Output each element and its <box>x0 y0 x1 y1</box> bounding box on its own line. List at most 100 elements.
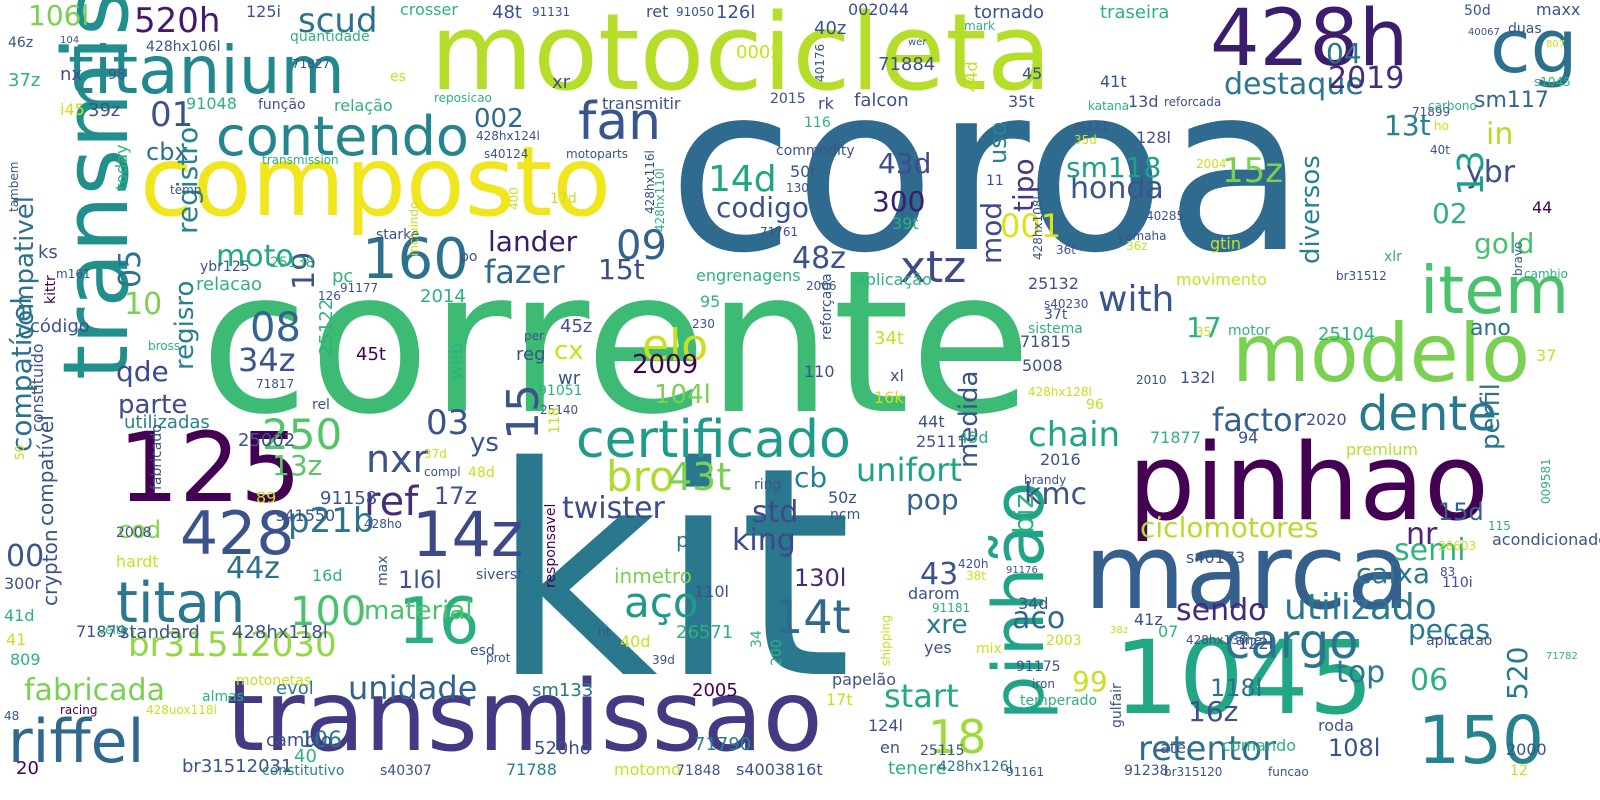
word: quantidade <box>290 29 370 45</box>
word: 2020 <box>1306 410 1347 429</box>
word: 428hx118l <box>232 622 328 643</box>
word: qde <box>116 355 169 388</box>
word: relação <box>334 96 393 115</box>
word: 26571 <box>676 622 734 643</box>
word: constituido <box>28 343 47 432</box>
word: cargo <box>1224 614 1359 670</box>
word: 39d <box>652 653 675 667</box>
word: 35 <box>1196 325 1212 339</box>
word: ht <box>598 625 611 639</box>
word: relacao <box>196 274 263 295</box>
word: fazer <box>484 253 565 291</box>
word: 91238 <box>1124 763 1169 779</box>
word: 160 <box>362 227 469 292</box>
word: 91048 <box>186 94 237 113</box>
word: 428 <box>180 499 295 569</box>
word: br31512030 <box>128 625 337 665</box>
word: xr <box>552 72 571 93</box>
word: duas <box>1508 21 1542 37</box>
word: shipping <box>879 615 893 666</box>
word: ref <box>364 479 419 525</box>
word: 110 <box>804 362 835 381</box>
word: 16 <box>398 585 480 659</box>
word: 0005 <box>736 42 782 63</box>
word: ho <box>1434 119 1449 133</box>
word: 2015 <box>770 91 806 107</box>
word: 2016 <box>1040 450 1081 469</box>
word: 91051 <box>538 383 583 399</box>
word: 125 <box>118 412 302 524</box>
word: tornado <box>974 2 1045 23</box>
word: 39t <box>892 214 919 233</box>
word: racing <box>60 703 98 717</box>
word: 98 <box>108 67 126 83</box>
word: incluindo <box>407 201 421 256</box>
word: ybr125 <box>200 259 250 275</box>
word: 16k <box>874 388 904 407</box>
word: elo <box>642 320 709 371</box>
word: 48z <box>792 241 846 276</box>
word: ret <box>646 2 669 21</box>
word: 2004 <box>1196 157 1227 171</box>
word: 2010 <box>1136 373 1167 387</box>
word: po <box>460 249 478 265</box>
word: 428hx126l <box>938 759 1013 775</box>
word: wer <box>908 37 927 48</box>
word: tenere <box>888 758 947 779</box>
word: 2003 <box>1046 633 1082 649</box>
word: 17z <box>434 482 478 510</box>
word: top <box>1336 655 1386 690</box>
word: twister <box>562 491 665 526</box>
word: registro <box>171 126 204 234</box>
word: ciclomotores <box>1140 511 1319 544</box>
word: ys <box>470 428 499 458</box>
word: 41d <box>4 606 35 625</box>
word: 89 <box>256 488 277 507</box>
word: 15z <box>1222 151 1284 191</box>
word: 15t <box>598 253 645 286</box>
word: 91158 <box>320 488 378 509</box>
word: 46z <box>8 35 34 51</box>
word: sm117 <box>1474 88 1549 113</box>
word: 91176 <box>1006 565 1038 576</box>
word: corrente <box>200 227 1032 458</box>
word: 300r <box>4 574 42 593</box>
word: 45t <box>356 344 386 365</box>
word: falcon <box>854 90 909 111</box>
word: parte <box>118 390 188 420</box>
word: web <box>446 342 467 380</box>
word: fabricada <box>24 673 165 708</box>
word: peças <box>1408 613 1491 646</box>
word: 520 <box>1501 646 1534 700</box>
word: bravo <box>1511 241 1525 276</box>
word: 128l <box>1136 128 1171 147</box>
word: 428hx124l <box>476 129 540 143</box>
word: 009581 <box>1539 458 1553 504</box>
word: sm133 <box>532 680 594 701</box>
word: 44t <box>918 412 945 431</box>
word: reg <box>516 344 546 365</box>
word: 15d <box>1438 498 1484 526</box>
word: en <box>880 738 900 757</box>
word: traseira <box>1100 2 1170 23</box>
word: 807 <box>1546 39 1566 50</box>
word: código <box>30 316 90 337</box>
word: commodity <box>776 143 855 159</box>
word: yamaha <box>1118 229 1167 243</box>
word: 37d <box>424 447 447 461</box>
word: 14t <box>774 590 851 644</box>
word: 2019 <box>1328 61 1405 96</box>
word: mix <box>976 641 1002 657</box>
word: 520h <box>134 1 221 41</box>
word: factor <box>1212 401 1306 439</box>
word: ring <box>754 477 782 493</box>
word: riffel <box>8 707 145 777</box>
word: utilizado <box>1284 587 1437 628</box>
word: composto <box>140 126 612 238</box>
word: 428hx130l <box>1186 633 1250 647</box>
word: katana <box>1088 99 1130 113</box>
word: 96 <box>1086 397 1104 413</box>
word: xtz <box>900 242 967 293</box>
word: 40z <box>814 18 847 39</box>
word: acondicionados <box>1492 530 1600 549</box>
